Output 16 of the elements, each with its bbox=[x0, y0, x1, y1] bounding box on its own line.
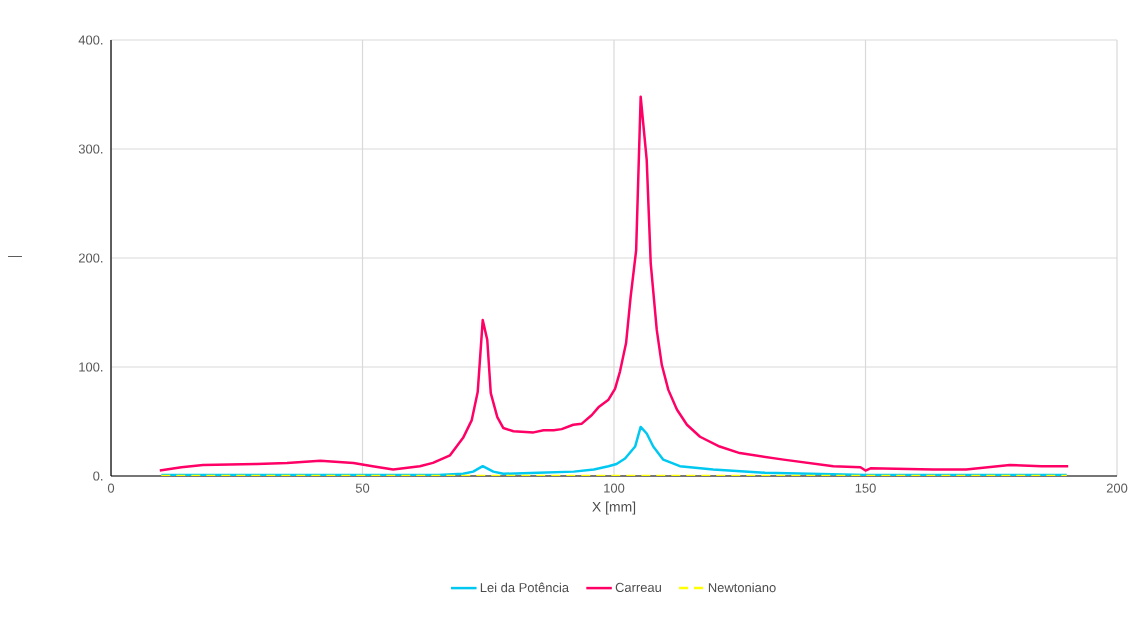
legend-label: Lei da Potência bbox=[480, 582, 570, 593]
line-series bbox=[158, 95, 1070, 472]
y-axis-title: — bbox=[8, 255, 22, 257]
legend-label: Newtoniano bbox=[708, 582, 776, 593]
y-tick-label: 200. bbox=[78, 253, 103, 263]
y-tick-label: 100. bbox=[79, 362, 103, 372]
x-tick-label: 200 bbox=[1106, 483, 1128, 493]
x-tick-label: 0 bbox=[107, 483, 115, 493]
x-tick-label: 100 bbox=[604, 483, 625, 493]
x-tick-label: 150 bbox=[855, 483, 876, 493]
legend-label: Carreau bbox=[615, 582, 661, 592]
y-tick-label: 0. bbox=[93, 471, 103, 481]
y-tick-label: 300. bbox=[78, 144, 103, 154]
y-tick-label: 400. bbox=[78, 35, 103, 45]
x-tick-label: 50 bbox=[355, 483, 370, 493]
x-axis-title: X [mm] bbox=[592, 501, 636, 515]
